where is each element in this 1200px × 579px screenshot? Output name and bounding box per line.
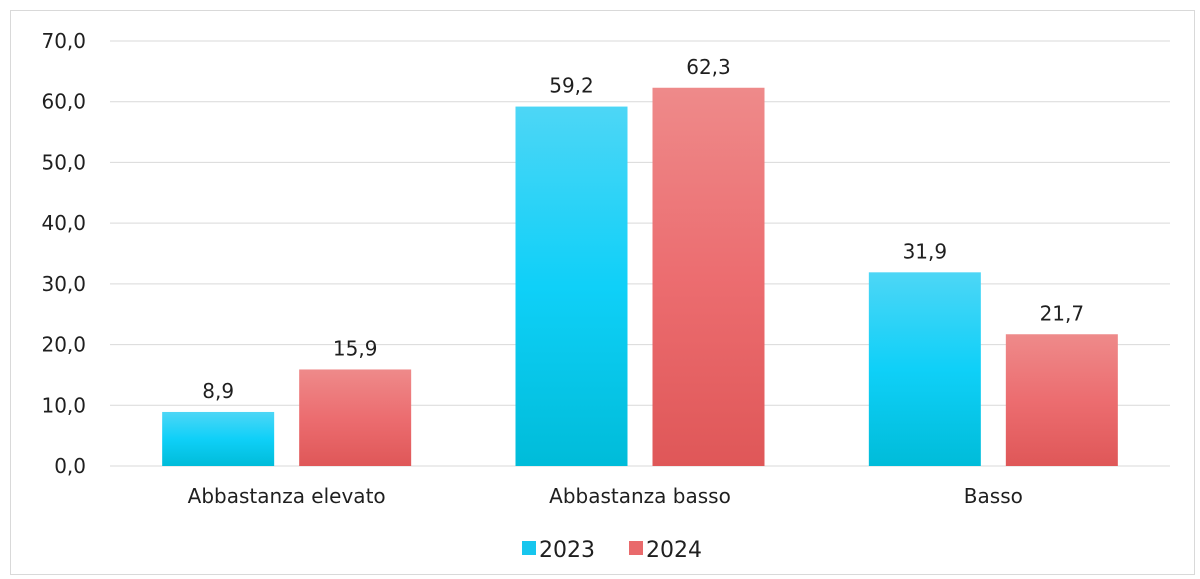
y-tick-label: 60,0 (41, 90, 86, 114)
data-label: 31,9 (903, 239, 948, 263)
data-label: 15,9 (333, 336, 378, 360)
legend-label-2024: 2024 (646, 538, 702, 563)
category-label: Basso (964, 484, 1023, 508)
y-tick-label: 10,0 (41, 393, 86, 417)
data-label: 21,7 (1040, 301, 1085, 325)
y-tick-label: 20,0 (41, 333, 86, 357)
data-label: 8,9 (202, 379, 234, 403)
bar-2024 (652, 87, 765, 466)
y-tick-label: 40,0 (41, 211, 86, 235)
bar-2023 (515, 106, 628, 467)
x-axis-categories: Abbastanza elevato Abbastanza basso Basso (188, 484, 1023, 508)
y-tick-label: 70,0 (41, 29, 86, 53)
data-labels: 8,9 15,9 59,2 62,3 31,9 21,7 (202, 55, 1084, 403)
legend-swatch-2023 (522, 541, 536, 555)
y-tick-label: 0,0 (54, 454, 86, 478)
bar-2023 (162, 411, 275, 466)
legend-swatch-2024 (629, 541, 643, 555)
category-label: Abbastanza elevato (188, 484, 386, 508)
bar-2023 (868, 272, 981, 466)
category-label: Abbastanza basso (549, 484, 731, 508)
bar-2024 (299, 369, 412, 466)
y-tick-label: 30,0 (41, 272, 86, 296)
y-tick-label: 50,0 (41, 150, 86, 174)
bars (162, 87, 1118, 467)
legend-label-2023: 2023 (539, 538, 595, 563)
y-axis-ticks: 0,0 10,0 20,0 30,0 40,0 50,0 60,0 70,0 (41, 29, 86, 478)
legend: 2023 2024 (522, 538, 702, 563)
gridlines (110, 40, 1170, 467)
data-label: 62,3 (686, 55, 731, 79)
data-label: 59,2 (549, 74, 594, 98)
bar-2024 (1005, 334, 1118, 466)
